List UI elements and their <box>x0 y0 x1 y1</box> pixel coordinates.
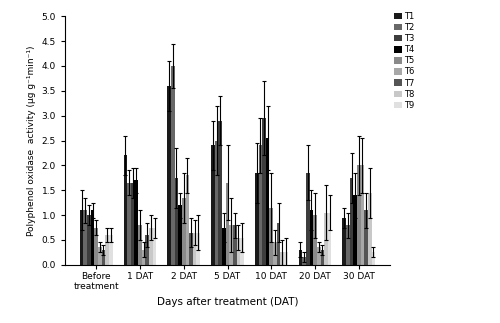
Bar <box>196 233 200 265</box>
Bar <box>218 120 222 265</box>
Bar <box>186 175 189 265</box>
Bar <box>313 215 317 265</box>
Bar <box>273 243 276 265</box>
Bar <box>317 247 320 265</box>
Bar <box>193 233 196 265</box>
Bar <box>171 66 174 265</box>
Bar <box>131 183 134 265</box>
Bar <box>342 218 346 265</box>
Bar <box>346 225 350 265</box>
Bar <box>284 253 288 265</box>
Bar <box>306 173 310 265</box>
Bar <box>280 253 284 265</box>
Bar <box>226 183 230 265</box>
Bar <box>174 178 178 265</box>
Bar <box>211 145 214 265</box>
Bar <box>255 173 258 265</box>
Bar <box>84 210 87 265</box>
Bar <box>168 86 171 265</box>
Bar <box>152 227 156 265</box>
Bar <box>298 250 302 265</box>
Bar <box>106 235 109 265</box>
Bar <box>328 213 332 265</box>
Bar <box>320 250 324 265</box>
Bar <box>310 210 313 265</box>
Bar <box>240 237 244 265</box>
Bar <box>368 193 372 265</box>
Bar <box>236 237 240 265</box>
Bar <box>354 195 357 265</box>
Bar <box>80 210 84 265</box>
Bar <box>109 235 112 265</box>
Bar <box>87 215 90 265</box>
Bar <box>214 141 218 265</box>
Bar <box>258 145 262 265</box>
Y-axis label: Polyphenol oxidase  activity (µg g⁻¹min⁻¹): Polyphenol oxidase activity (µg g⁻¹min⁻¹… <box>27 45 36 236</box>
Bar <box>134 180 138 265</box>
Bar <box>102 250 105 265</box>
Bar <box>262 118 266 265</box>
Bar <box>146 235 149 265</box>
Bar <box>372 253 375 265</box>
Bar <box>124 155 127 265</box>
Bar <box>364 210 368 265</box>
Bar <box>94 227 98 265</box>
X-axis label: Days after treatment (DAT): Days after treatment (DAT) <box>157 297 298 307</box>
Bar <box>230 225 233 265</box>
Bar <box>90 210 94 265</box>
Bar <box>178 205 182 265</box>
Bar <box>233 225 236 265</box>
Bar <box>266 138 270 265</box>
Bar <box>324 213 328 265</box>
Bar <box>270 208 273 265</box>
Bar <box>357 165 360 265</box>
Bar <box>350 178 354 265</box>
Bar <box>360 165 364 265</box>
Bar <box>149 227 152 265</box>
Bar <box>302 257 306 265</box>
Bar <box>189 233 193 265</box>
Bar <box>127 183 131 265</box>
Legend: T1, T2, T3, T4, T5, T6, T7, T8, T9: T1, T2, T3, T4, T5, T6, T7, T8, T9 <box>393 11 415 110</box>
Bar <box>276 223 280 265</box>
Bar <box>138 225 142 265</box>
Bar <box>142 250 146 265</box>
Bar <box>222 227 226 265</box>
Bar <box>98 247 102 265</box>
Bar <box>182 198 186 265</box>
